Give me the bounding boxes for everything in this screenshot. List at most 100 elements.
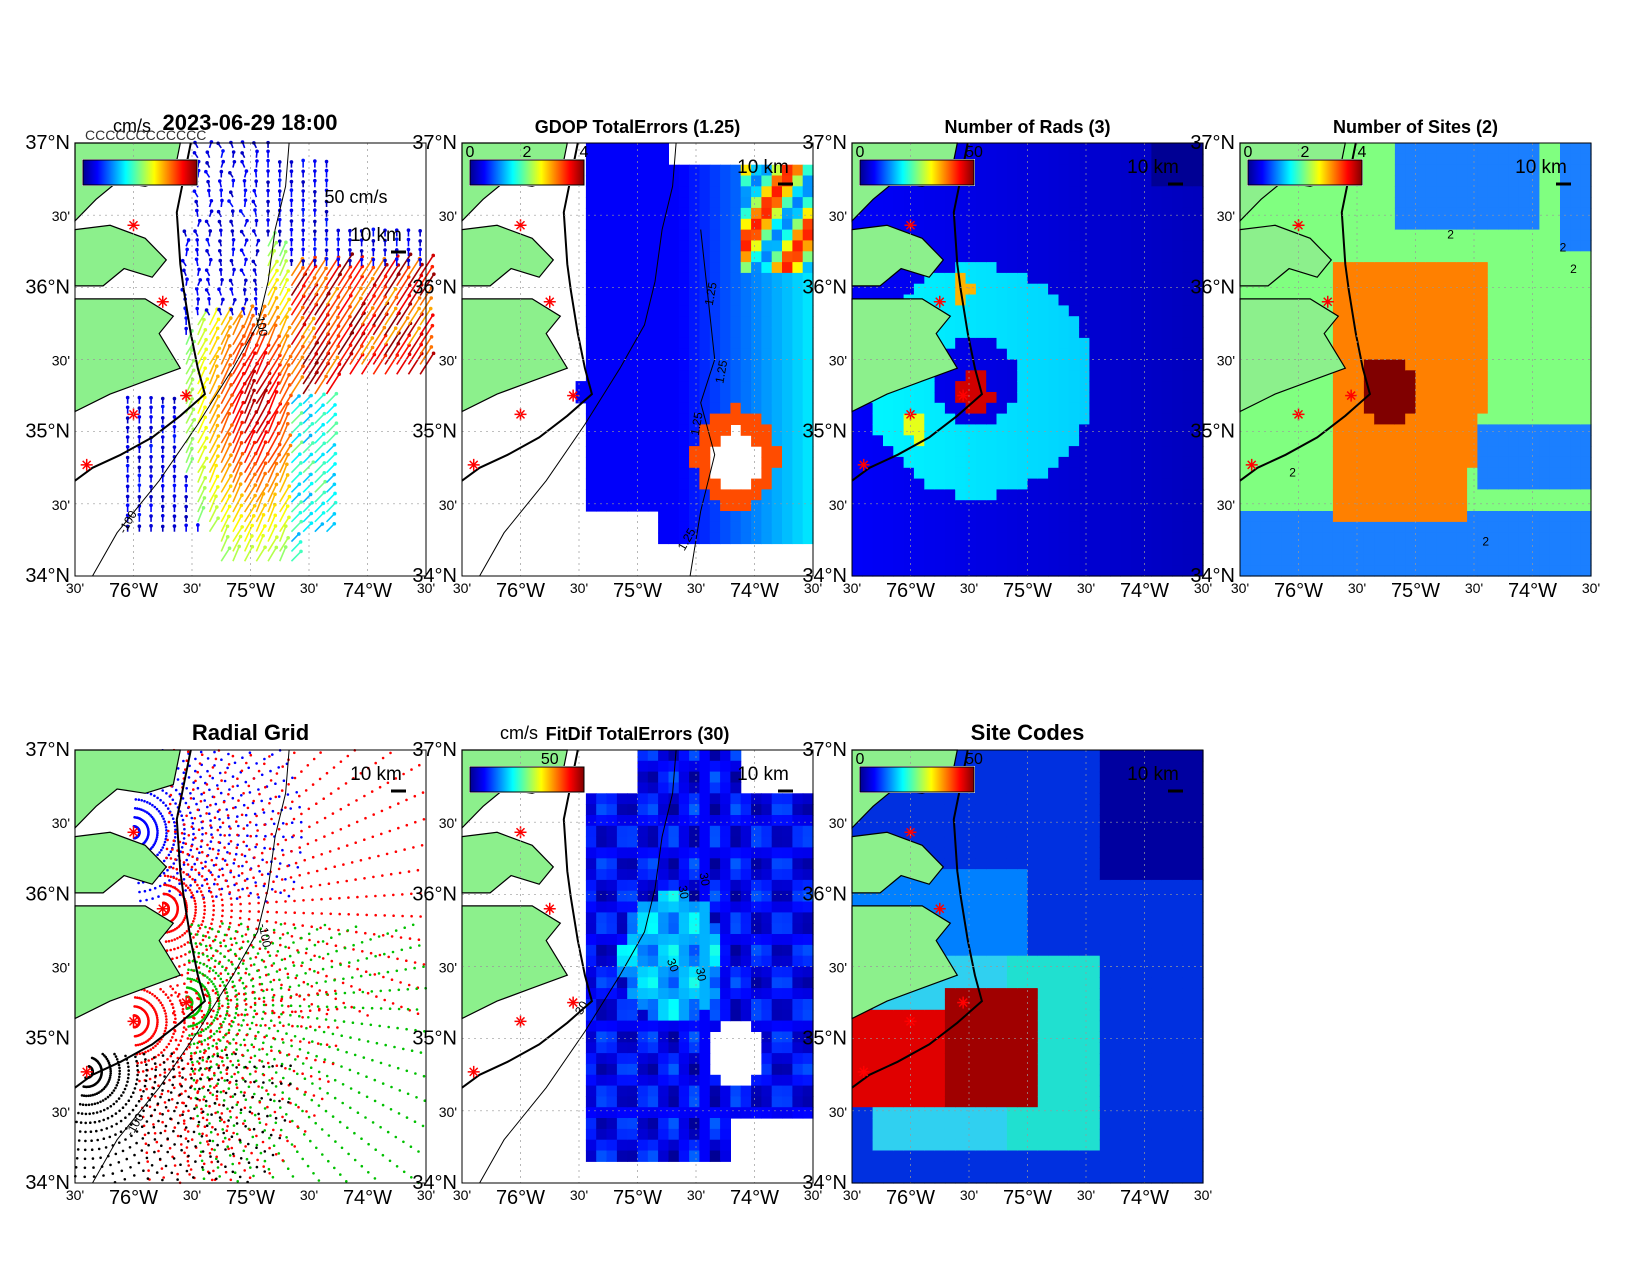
heatmap-cell — [1161, 327, 1173, 339]
heatmap-cell — [1467, 489, 1478, 501]
heatmap-cell — [965, 229, 977, 241]
current-vector-head — [240, 493, 244, 498]
heatmap-cell — [668, 186, 680, 198]
heatmap-cell — [1394, 218, 1406, 231]
current-vector — [243, 484, 256, 503]
heatmap-cell — [1467, 283, 1478, 296]
heatmap-cell — [1560, 543, 1571, 555]
current-vector — [337, 324, 352, 346]
heatmap-cell — [1436, 229, 1447, 241]
heatmap-cell — [792, 392, 804, 404]
heatmap-cell — [1508, 337, 1520, 350]
heatmap-cell — [986, 565, 998, 577]
current-vector-head — [289, 198, 294, 203]
heatmap-cell — [1560, 186, 1571, 198]
heatmap-cell — [1467, 272, 1478, 285]
heatmap-cell — [792, 500, 804, 512]
heatmap-cell — [1291, 478, 1303, 490]
current-vector-head — [241, 400, 246, 405]
current-vector — [255, 546, 266, 562]
current-vector — [267, 444, 281, 464]
heatmap-cell — [872, 435, 884, 447]
heatmap-cell — [1099, 489, 1111, 501]
current-vector-head — [309, 511, 314, 516]
heatmap-cell — [1498, 489, 1509, 501]
heatmap-cell — [1529, 467, 1540, 480]
heatmap-cell — [647, 337, 659, 350]
heatmap-cell — [1436, 478, 1447, 490]
heatmap-cell — [585, 262, 597, 274]
heatmap-cell — [955, 370, 967, 382]
heatmap-cell — [1353, 207, 1365, 220]
heatmap-cell — [944, 521, 956, 534]
current-vector — [243, 473, 256, 493]
heatmap-cell — [1570, 532, 1582, 545]
heatmap-cell — [1079, 500, 1090, 512]
heatmap-cell — [1560, 489, 1571, 501]
heatmap-cell — [1487, 500, 1499, 512]
heatmap-cell — [1456, 240, 1468, 252]
heatmap-cell — [585, 348, 597, 361]
heatmap-cell — [1343, 381, 1355, 393]
heatmap-cell — [1425, 565, 1437, 577]
heatmap-cell — [606, 500, 618, 512]
heatmap-cell — [730, 251, 742, 263]
heatmap-cell — [709, 240, 721, 252]
current-vector — [290, 501, 302, 513]
heatmap-cell — [975, 478, 987, 490]
colorbar — [82, 159, 198, 186]
heatmap-cell — [1099, 316, 1111, 328]
heatmap-cell — [627, 272, 639, 285]
current-vector-head — [244, 238, 249, 242]
heatmap-cell — [1089, 207, 1101, 220]
heatmap-cell — [709, 521, 721, 534]
heatmap-cell — [647, 305, 659, 317]
current-vector — [302, 284, 318, 306]
current-vector-head — [336, 305, 340, 310]
current-vector-head — [266, 149, 270, 154]
current-vector-head — [289, 247, 294, 252]
heatmap-cell — [965, 521, 977, 534]
lon-tick-label: 30' — [687, 580, 705, 596]
current-vector-head — [383, 248, 387, 252]
heatmap-cell — [658, 316, 669, 328]
heatmap-cell — [1405, 316, 1417, 328]
heatmap-cell — [1467, 446, 1478, 458]
current-vector-head — [230, 209, 235, 213]
heatmap-cell — [689, 218, 700, 231]
current-vector-head — [301, 266, 305, 270]
heatmap-cell — [1570, 305, 1582, 317]
heatmap-cell — [1130, 186, 1142, 198]
current-vector-head — [274, 240, 279, 245]
heatmap-cell — [1192, 218, 1204, 231]
heatmap-cell — [647, 316, 659, 328]
current-vector-head — [311, 460, 316, 464]
heatmap-cell — [1110, 186, 1121, 198]
heatmap-cell — [1130, 229, 1142, 241]
heatmap-cell — [1570, 478, 1582, 490]
heatmap-cell — [1182, 467, 1194, 480]
heatmap-cell — [913, 489, 925, 501]
current-vector — [407, 284, 423, 306]
heatmap-cell — [1161, 565, 1173, 577]
heatmap-cell — [616, 381, 628, 393]
current-vector — [220, 464, 231, 483]
heatmap-cell — [1539, 143, 1551, 155]
current-vector — [396, 353, 411, 375]
heatmap-cell — [1570, 392, 1582, 404]
current-vector-head — [149, 474, 153, 479]
heatmap-cell — [1058, 370, 1070, 382]
heatmap-cell — [965, 446, 977, 458]
heatmap-cell — [668, 456, 680, 469]
heatmap-cell — [913, 511, 925, 523]
heatmap-cell — [1048, 164, 1059, 177]
heatmap-cell — [1130, 511, 1142, 523]
current-vector-head — [208, 257, 213, 262]
heatmap-cell — [1017, 413, 1029, 425]
heatmap-cell — [1425, 164, 1437, 177]
current-vector-head — [288, 354, 293, 359]
heatmap-cell — [1425, 153, 1437, 166]
heatmap-cell — [944, 337, 956, 350]
lon-tick-label: 75°W — [613, 580, 662, 602]
heatmap-cell — [1498, 175, 1509, 187]
